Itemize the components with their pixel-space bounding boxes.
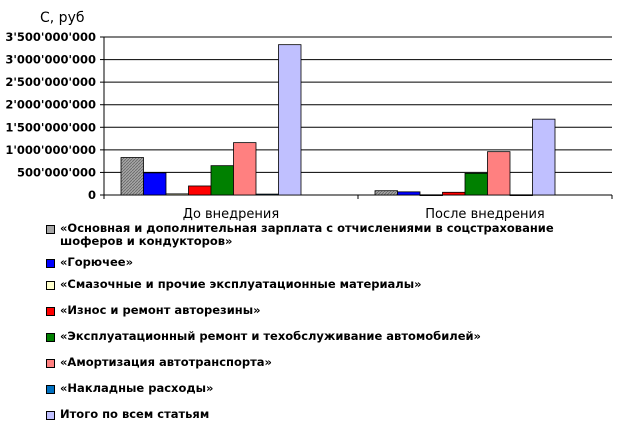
bar	[120, 157, 144, 196]
bar	[210, 165, 234, 196]
bar	[233, 142, 257, 196]
legend-swatch	[46, 307, 55, 316]
legend-item: Итого по всем статьям	[46, 408, 605, 421]
legend-swatch	[46, 359, 55, 368]
y-tick-label: 500'000'000	[17, 165, 96, 179]
legend-item: «Смазочные и прочие эксплуатационные мат…	[46, 278, 605, 291]
legend-item: «Амортизация автотранспорта»	[46, 356, 605, 369]
legend-item: «Эксплуатационный ремонт и техобслуживан…	[46, 330, 605, 343]
y-tick-label: 1'000'000'000	[5, 143, 96, 157]
legend-item: «Износ и ремонт авторезины»	[46, 304, 605, 317]
legend-item: «Накладные расходы»	[46, 382, 605, 395]
legend-label: «Износ и ремонт авторезины»	[60, 303, 261, 317]
bar	[255, 193, 279, 196]
bar	[532, 118, 556, 196]
y-axis-label: С, руб	[40, 10, 85, 26]
bar	[397, 191, 421, 196]
legend-swatch	[46, 225, 55, 234]
legend-label: «Смазочные и прочие эксплуатационные мат…	[60, 277, 422, 291]
y-tick-label: 0	[88, 188, 96, 202]
bar	[509, 194, 533, 196]
y-tick-label: 3'500'000'000	[5, 30, 96, 44]
y-tick-label: 2'000'000'000	[5, 98, 96, 112]
y-tick-label: 2'500'000'000	[5, 75, 96, 89]
bar	[278, 44, 302, 196]
bar	[374, 190, 398, 196]
bar	[188, 185, 212, 196]
legend-swatch	[46, 281, 55, 290]
y-tick-label: 3'000'000'000	[5, 53, 96, 67]
legend-item: «Горючее»	[46, 256, 605, 269]
legend-label: «Основная и дополнительная зарплата с от…	[60, 221, 554, 248]
bar	[464, 172, 488, 196]
legend-label: «Накладные расходы»	[60, 381, 214, 395]
legend-swatch	[46, 259, 55, 268]
legend-label: «Горючее»	[60, 255, 133, 269]
legend-label: Итого по всем статьям	[60, 407, 210, 421]
legend-swatch	[46, 333, 55, 342]
x-tick-label: После внедрения	[425, 207, 544, 222]
y-tick-label: 1'500'000'000	[5, 120, 96, 134]
bar	[419, 194, 443, 196]
legend-item: «Основная и дополнительная зарплата с от…	[46, 222, 605, 248]
legend-label: «Амортизация автотранспорта»	[60, 355, 272, 369]
bar	[487, 151, 511, 196]
legend-swatch	[46, 385, 55, 394]
bar	[165, 193, 189, 196]
bar	[143, 172, 167, 196]
legend-label: «Эксплуатационный ремонт и техобслуживан…	[60, 329, 481, 343]
bar	[442, 191, 466, 196]
x-tick-label: До внедрения	[183, 207, 279, 222]
legend-swatch	[46, 411, 55, 420]
